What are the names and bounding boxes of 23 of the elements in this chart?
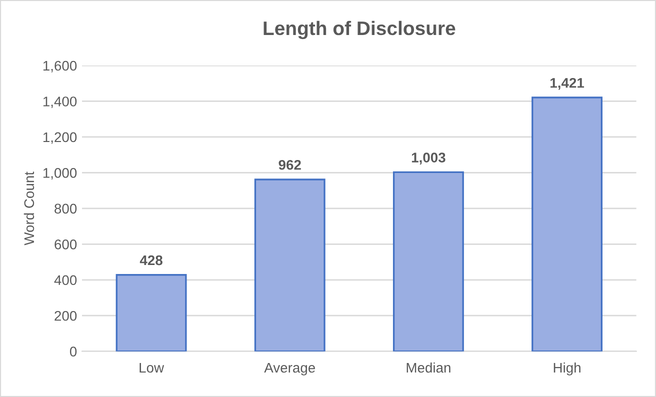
bar — [532, 96, 603, 352]
data-label: 1,003 — [412, 152, 446, 164]
bar — [116, 274, 187, 352]
chart-title: Length of Disclosure — [264, 20, 456, 40]
y-tick-label: 1,600 — [43, 60, 77, 72]
y-tick-label: 400 — [54, 275, 77, 286]
y-axis-title: Word Count — [24, 172, 34, 246]
y-tick-label: 1,400 — [43, 96, 77, 108]
x-tick-label: Average — [264, 362, 315, 376]
bar — [254, 178, 326, 352]
y-tick-label: 800 — [54, 204, 77, 214]
data-label: 962 — [278, 160, 301, 170]
y-tick-label: 1,000 — [43, 168, 77, 180]
x-tick-label: Low — [140, 362, 164, 373]
y-tick-label: 200 — [54, 310, 77, 321]
x-tick-label: Median — [406, 362, 450, 373]
data-label: 428 — [140, 255, 162, 266]
y-tick-label: 1,200 — [43, 132, 77, 144]
x-tick-label: High — [554, 362, 580, 376]
y-tick-label: 600 — [54, 239, 77, 250]
y-tick-label: 0 — [70, 346, 77, 357]
data-label: 1,421 — [550, 78, 584, 90]
bar — [392, 171, 464, 352]
